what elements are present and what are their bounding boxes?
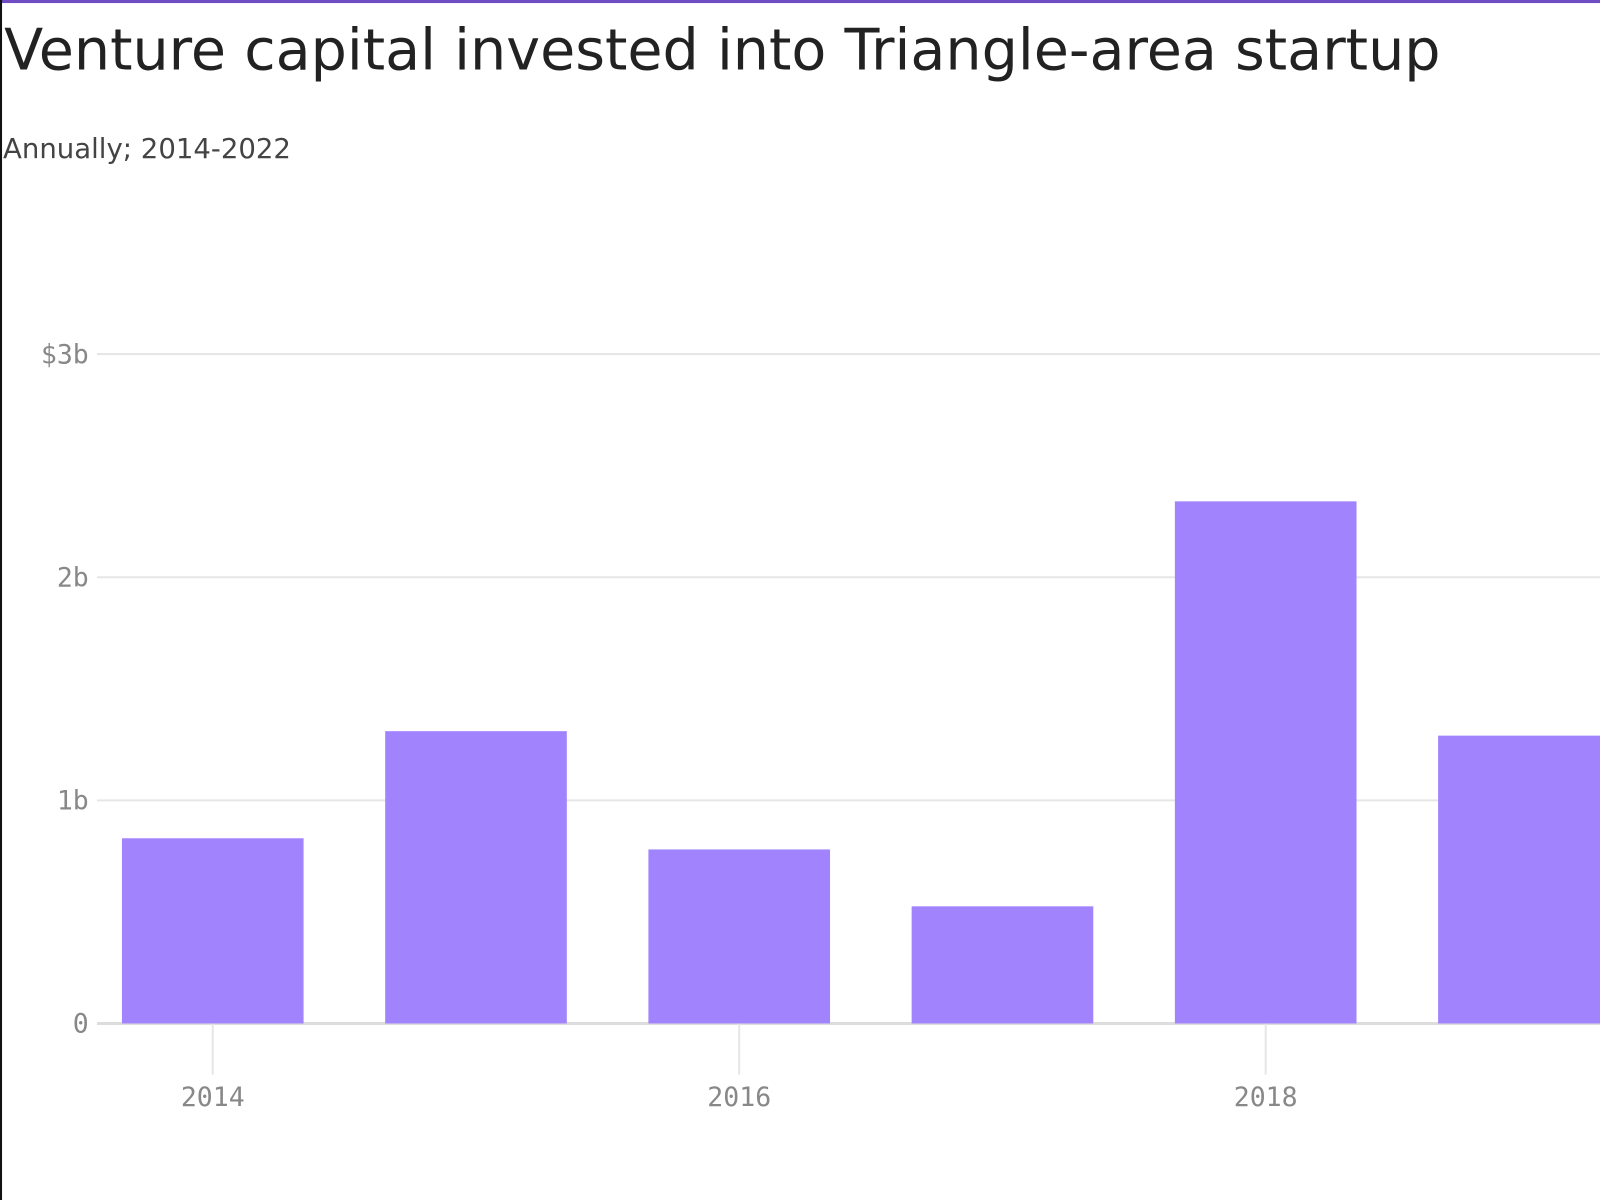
chart-title: Venture capital invested into Triangle-a…: [4, 17, 1440, 83]
chart-subtitle: Annually; 2014-2022: [3, 133, 291, 165]
bar: [1438, 735, 1600, 1024]
x-tick-label: 2018: [1234, 1082, 1298, 1113]
bar: [385, 731, 567, 1024]
y-tick-label: 1b: [57, 786, 89, 817]
x-tick-label: 2016: [707, 1082, 771, 1113]
bar: [648, 849, 831, 1024]
left-rule: [0, 0, 3, 1200]
bar: [121, 838, 304, 1024]
y-tick-label: 2b: [57, 562, 89, 593]
x-tick-label: 2014: [181, 1082, 245, 1113]
top-rule: [0, 0, 1600, 4]
bar: [911, 906, 1094, 1024]
y-tick-label: $3b: [41, 339, 89, 370]
bar: [1174, 501, 1357, 1024]
y-tick-label: 0: [73, 1009, 89, 1040]
